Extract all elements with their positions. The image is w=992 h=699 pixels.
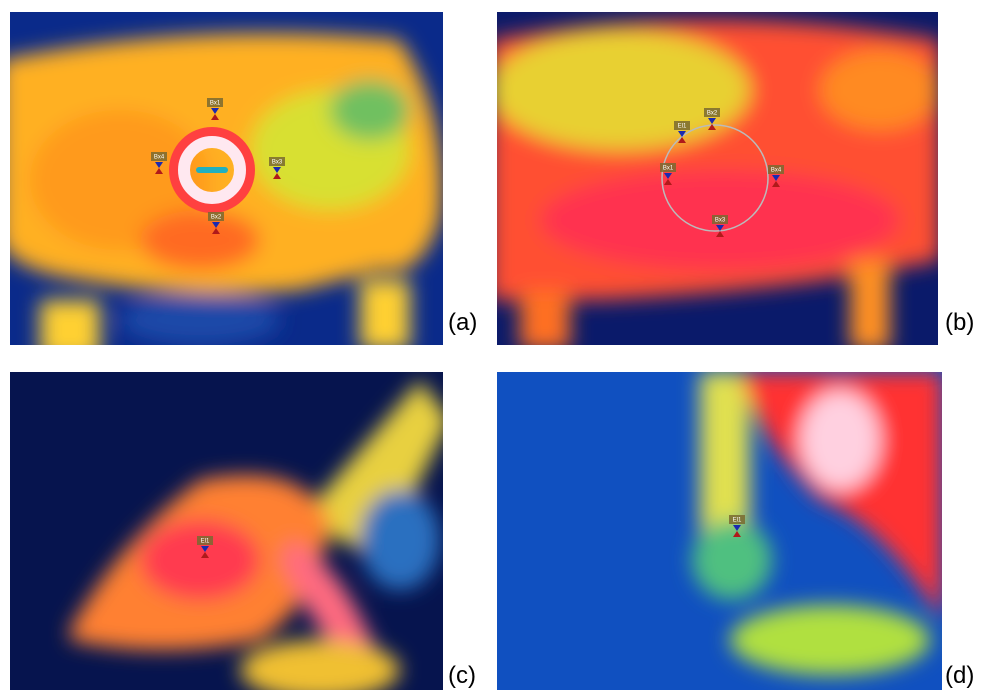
panel-label: (d) [945,662,974,689]
panel-label: (b) [945,309,974,336]
marker-label: Bx3 [272,160,283,166]
panel-label: (c) [448,662,476,689]
marker-label: Bx2 [211,215,222,221]
marker-label: Bx4 [771,168,782,174]
thermal-image-c [10,372,450,699]
marker-label: Bx4 [154,155,165,161]
panel-label: (a) [448,309,477,336]
marker-label: El1 [678,124,687,130]
marker-label: Bx2 [707,111,718,117]
marker-label: Bx3 [715,218,726,224]
thermal-image-d [497,372,942,690]
marker-label: Bx1 [663,166,674,172]
thermal-image-b [490,12,940,350]
thermal-image-a [0,12,443,360]
marker-label: Bx1 [210,101,221,107]
marker-label: El1 [201,539,210,545]
marker-label: El1 [733,518,742,524]
figure: (a) Bx1 Bx4 Bx3 Bx2 (b) Bx2 El1 Bx1 Bx4 Bx3 (c) El1 (… [0,0,992,699]
